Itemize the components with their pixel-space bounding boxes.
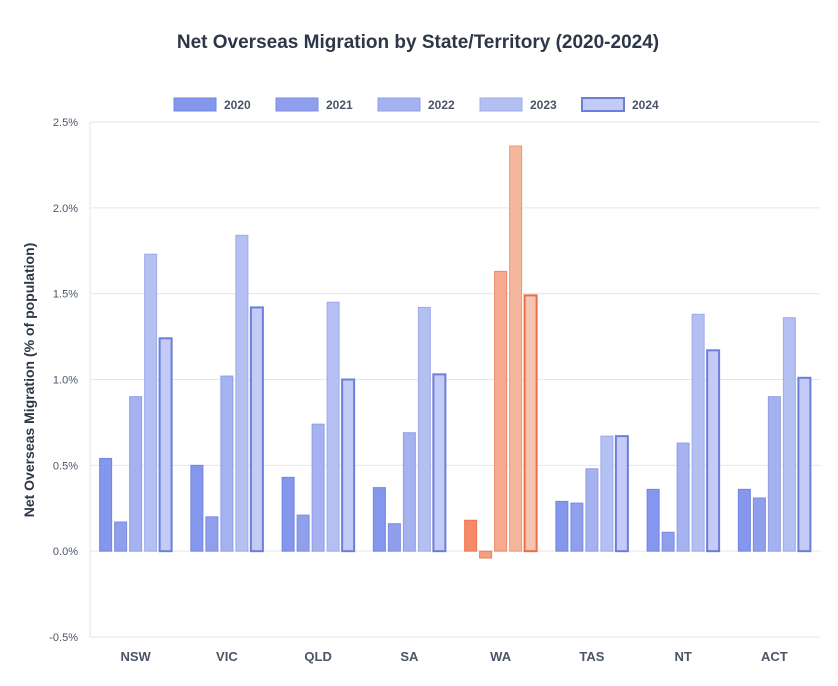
bar-act-2023 xyxy=(782,317,796,552)
legend-swatch-2021[interactable] xyxy=(275,97,319,112)
bar-vic-2020 xyxy=(190,464,204,552)
x-label-vic: VIC xyxy=(216,649,238,664)
y-axis-ticks: -0.5% 0.0% 0.5% 1.0% 1.5% 2.0% 2.5% xyxy=(49,117,78,644)
legend-label-2024[interactable]: 2024 xyxy=(632,98,659,112)
bar-wa-2024 xyxy=(523,294,538,553)
bar-sa-2024 xyxy=(432,373,447,553)
bar-wa-2021 xyxy=(479,550,493,559)
bars xyxy=(99,145,812,559)
bar-wa-2022 xyxy=(494,270,508,552)
bar-wa-2020 xyxy=(464,519,478,552)
bar-nt-2021 xyxy=(661,531,675,552)
bar-vic-2021 xyxy=(205,516,219,552)
bar-wa-2023 xyxy=(509,145,523,552)
bar-sa-2021 xyxy=(387,523,401,552)
bar-vic-2023 xyxy=(235,234,249,552)
legend-label-2022[interactable]: 2022 xyxy=(428,98,455,112)
bar-act-2024 xyxy=(797,376,812,553)
bar-qld-2022 xyxy=(311,423,325,552)
bar-nsw-2023 xyxy=(144,253,158,552)
bar-nt-2024 xyxy=(706,349,721,553)
y-tick-label: 2.0% xyxy=(53,203,78,215)
y-tick-label: 1.0% xyxy=(53,375,78,387)
legend-swatch-2022[interactable] xyxy=(377,97,421,112)
chart-title: Net Overseas Migration by State/Territor… xyxy=(177,32,659,53)
bar-qld-2020 xyxy=(281,476,295,552)
bar-qld-2021 xyxy=(296,514,310,552)
x-label-nt: NT xyxy=(674,649,691,664)
legend-swatch-2020[interactable] xyxy=(173,97,217,112)
bar-nsw-2024 xyxy=(158,337,173,553)
x-label-nsw: NSW xyxy=(120,649,151,664)
bar-sa-2023 xyxy=(417,306,431,552)
bar-nsw-2022 xyxy=(129,396,143,552)
bar-qld-2023 xyxy=(326,301,340,552)
x-label-sa: SA xyxy=(400,649,419,664)
bar-tas-2022 xyxy=(585,468,599,552)
bar-act-2022 xyxy=(767,396,781,552)
x-axis-labels: NSW VIC QLD SA WA TAS NT ACT xyxy=(120,649,787,664)
y-axis-title: Net Overseas Migration (% of population) xyxy=(21,243,37,518)
bar-nt-2022 xyxy=(676,442,690,552)
bar-act-2020 xyxy=(737,488,751,552)
bar-nsw-2021 xyxy=(114,521,128,552)
bar-tas-2024 xyxy=(614,435,629,553)
bar-nsw-2020 xyxy=(99,457,113,552)
bar-act-2021 xyxy=(752,497,766,552)
bar-tas-2023 xyxy=(600,435,614,552)
legend: 2020 2021 2022 2023 2024 xyxy=(173,97,659,112)
bar-vic-2022 xyxy=(220,375,234,552)
bar-tas-2020 xyxy=(555,500,569,552)
bar-nt-2020 xyxy=(646,488,660,552)
y-tick-label: 0.5% xyxy=(53,460,78,472)
x-label-tas: TAS xyxy=(579,649,604,664)
bar-vic-2024 xyxy=(249,306,264,553)
bar-sa-2022 xyxy=(402,432,416,552)
y-tick-label: -0.5% xyxy=(49,632,78,644)
legend-swatch-2023[interactable] xyxy=(479,97,523,112)
y-tick-label: 1.5% xyxy=(53,289,78,301)
y-tick-label: 2.5% xyxy=(53,117,78,129)
bar-qld-2024 xyxy=(341,378,356,553)
bar-tas-2021 xyxy=(570,502,584,552)
bar-nt-2023 xyxy=(691,313,705,552)
legend-label-2020[interactable]: 2020 xyxy=(224,98,251,112)
x-label-wa: WA xyxy=(490,649,512,664)
legend-label-2021[interactable]: 2021 xyxy=(326,98,353,112)
x-label-qld: QLD xyxy=(304,649,331,664)
legend-label-2023[interactable]: 2023 xyxy=(530,98,557,112)
legend-swatch-2024[interactable] xyxy=(581,97,625,112)
bar-sa-2020 xyxy=(372,487,386,552)
y-tick-label: 0.0% xyxy=(53,546,78,558)
x-label-act: ACT xyxy=(761,649,788,664)
